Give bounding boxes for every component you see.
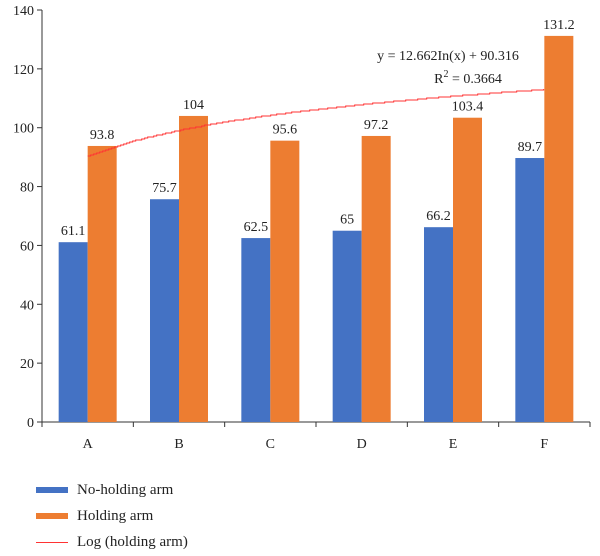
bar [332, 230, 362, 422]
legend-item-holding: Holding arm [36, 504, 188, 528]
data-labels: 61.1 75.7 62.5 65 66.2 89.7 93.8 104 95.6 97.2 103… [61, 18, 575, 239]
legend-label-no-holding: No-holding arm [77, 481, 174, 498]
y-tick-label: 20 [20, 357, 34, 372]
legend-swatch-holding [36, 513, 68, 519]
bar [424, 227, 453, 422]
bars [58, 35, 574, 423]
legend-swatch-no-holding [36, 487, 68, 493]
bar [241, 238, 271, 422]
legend-label-log: Log (holding arm) [77, 533, 188, 550]
data-label: 66.2 [426, 209, 451, 224]
x-tick-label: F [540, 437, 548, 452]
bar [87, 145, 117, 422]
data-label: 62.5 [244, 220, 269, 235]
data-label: 97.2 [364, 118, 389, 133]
y-tick-label: 120 [13, 63, 34, 78]
bar [361, 135, 391, 422]
y-tick-label: 140 [13, 4, 34, 19]
x-tick-label: E [449, 437, 458, 452]
x-axis: A B C D E F [41, 421, 591, 452]
bar [270, 140, 300, 423]
bar [150, 199, 179, 422]
trendline-r2: R2 = 0.3664 [434, 69, 502, 87]
y-tick-label: 80 [20, 181, 34, 196]
bar [544, 35, 574, 422]
y-axis: 0 20 40 60 80 100 120 140 [13, 4, 43, 431]
data-label: 61.1 [61, 224, 86, 239]
bar-chart: 0 20 40 60 80 100 120 140 A B C D E F 61.1 75.7 62.5 65… [13, 4, 591, 452]
bar [453, 117, 482, 423]
x-tick-label: C [266, 437, 275, 452]
x-tick-label: B [174, 437, 183, 452]
data-label: 89.7 [518, 140, 543, 155]
x-tick-label: D [357, 437, 367, 452]
bar [515, 158, 545, 423]
data-label: 93.8 [90, 128, 115, 143]
trendline [87, 89, 545, 157]
trendline-path [87, 89, 545, 157]
data-label: 95.6 [273, 123, 298, 138]
y-tick-label: 60 [20, 239, 34, 254]
data-label: 75.7 [152, 181, 177, 196]
bar [58, 242, 88, 422]
y-tick-label: 40 [20, 298, 34, 313]
y-tick-label: 0 [27, 416, 34, 431]
legend-label-holding: Holding arm [77, 507, 154, 524]
legend-item-no-holding: No-holding arm [36, 478, 188, 502]
legend: No-holding arm Holding arm Log (holding … [36, 478, 188, 556]
x-tick-label: A [83, 437, 94, 452]
data-label: 104 [183, 98, 204, 113]
bar [179, 115, 208, 422]
data-label: 65 [340, 213, 354, 228]
legend-item-log: Log (holding arm) [36, 530, 188, 554]
trendline-equation: y = 12.662In(x) + 90.316 [377, 49, 519, 64]
data-label: 131.2 [543, 18, 575, 33]
y-tick-label: 100 [13, 122, 34, 137]
data-label: 103.4 [452, 100, 484, 115]
legend-swatch-log [36, 541, 68, 543]
